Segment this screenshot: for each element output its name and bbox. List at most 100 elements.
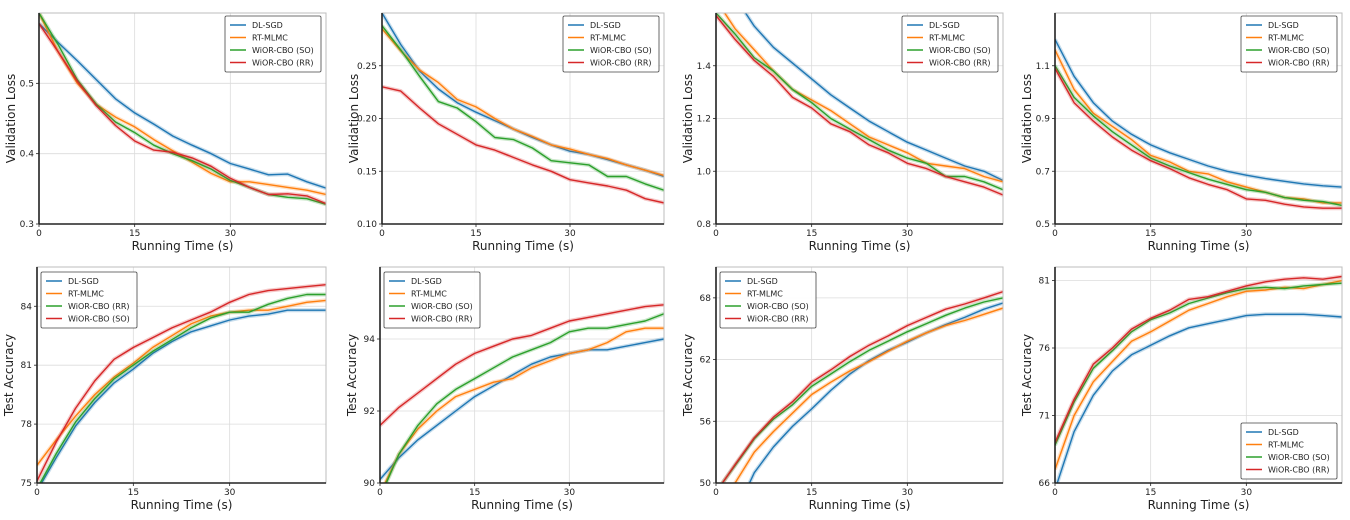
y-tick-label: 50 — [700, 479, 712, 489]
x-tick-label: 0 — [713, 488, 719, 498]
legend-label: WiOR-CBO (RR) — [747, 315, 809, 324]
legend-box — [719, 271, 817, 329]
legend-label: WiOR-CBO (RR) — [411, 315, 473, 324]
y-axis-label: Validation Loss — [681, 74, 695, 163]
x-axis-label: Running Time (s) — [472, 239, 574, 253]
subplot-1: 0 15 30 0.3 0.4 0.5 Running Time (s) Validation… — [4, 12, 327, 253]
legend: DL-SGD RT-MLMC WiOR-CBO (RR) WiOR-CBO (SO) — [40, 271, 138, 329]
y-tick-label: 92 — [364, 407, 375, 417]
y-tick-label: 94 — [364, 335, 376, 345]
legend-label: RT-MLMC — [929, 34, 965, 43]
y-tick-label: 84 — [21, 302, 33, 312]
legend-label: WiOR-CBO (SO) — [411, 302, 473, 311]
x-tick-label: 30 — [564, 229, 576, 239]
legend-label: WiOR-CBO (RR) — [929, 59, 991, 68]
x-axis-label: Running Time (s) — [1148, 239, 1250, 253]
series-band-3 — [384, 311, 664, 483]
y-tick-label: 62 — [700, 356, 711, 366]
y-tick-label: 0.4 — [20, 150, 35, 160]
x-tick-label: 15 — [129, 229, 140, 239]
legend-label: WiOR-CBO (SO) — [747, 302, 809, 311]
series-line-3 — [39, 13, 326, 205]
legend: DL-SGD RT-MLMC WiOR-CBO (SO) WiOR-CBO (RR) — [1240, 15, 1338, 73]
subplot-3: 0 15 30 0.8 1.0 1.2 1.4 Running Time (s) Validat… — [681, 12, 1004, 253]
legend-label: WiOR-CBO (SO) — [1268, 46, 1330, 55]
legend-box — [1240, 15, 1338, 73]
y-axis-label: Test Accuracy — [681, 334, 695, 417]
series-line-2 — [382, 28, 664, 177]
x-tick-label: 30 — [1241, 229, 1253, 239]
series-line-3 — [1055, 282, 1342, 446]
legend-label: DL-SGD — [411, 277, 442, 286]
legend-label: WiOR-CBO (SO) — [1268, 453, 1330, 462]
legend-box — [901, 15, 999, 73]
y-tick-label: 90 — [364, 479, 376, 489]
x-tick-label: 30 — [902, 488, 914, 498]
series-band-4 — [1055, 67, 1342, 211]
legend: DL-SGD RT-MLMC WiOR-CBO (SO) WiOR-CBO (RR) — [224, 15, 322, 73]
y-tick-label: 68 — [700, 294, 712, 304]
series-line-4 — [37, 284, 326, 482]
x-tick-label: 15 — [470, 229, 481, 239]
y-tick-label: 66 — [1039, 479, 1051, 489]
series-line-4 — [39, 23, 326, 205]
y-tick-label: 71 — [1039, 412, 1050, 422]
series-line-3 — [39, 293, 326, 483]
y-tick-label: 78 — [21, 420, 33, 430]
x-tick-label: 30 — [564, 488, 576, 498]
y-tick-label: 0.8 — [697, 220, 712, 230]
y-tick-label: 0.9 — [1036, 115, 1051, 125]
y-tick-label: 75 — [21, 479, 32, 489]
y-tick-label: 0.10 — [357, 220, 377, 230]
legend: DL-SGD RT-MLMC WiOR-CBO (SO) WiOR-CBO (RR) — [383, 271, 481, 329]
series-line-3 — [721, 297, 1003, 483]
series-line-3 — [716, 13, 1003, 191]
x-tick-label: 30 — [224, 488, 236, 498]
legend-label: DL-SGD — [1268, 21, 1299, 30]
series-band-1 — [380, 337, 664, 481]
x-tick-label: 15 — [806, 488, 817, 498]
y-tick-label: 76 — [1039, 344, 1051, 354]
x-tick-label: 30 — [1241, 488, 1253, 498]
legend-label: WiOR-CBO (SO) — [68, 315, 130, 324]
legend-label: RT-MLMC — [1268, 34, 1304, 43]
legend-label: DL-SGD — [747, 277, 778, 286]
y-tick-label: 1.1 — [1036, 62, 1050, 72]
series-line-4 — [1055, 68, 1342, 209]
y-axis-label: Validation Loss — [1020, 74, 1034, 163]
series-line-1 — [40, 309, 326, 483]
series-line-1 — [1056, 313, 1342, 483]
series-line-1 — [39, 23, 326, 189]
legend-label: WiOR-CBO (SO) — [252, 46, 314, 55]
legend-box — [40, 271, 138, 329]
x-tick-label: 15 — [1145, 229, 1156, 239]
x-tick-label: 0 — [713, 229, 719, 239]
legend-label: RT-MLMC — [1268, 441, 1304, 450]
legend-label: WiOR-CBO (RR) — [1268, 466, 1330, 475]
subplot-5: 0 15 30 75 78 81 84 Running Time (s) Test Accura… — [2, 266, 327, 512]
legend-label: DL-SGD — [68, 277, 99, 286]
series-line-2 — [37, 299, 326, 466]
legend-label: WiOR-CBO (RR) — [252, 59, 314, 68]
series-line-4 — [1055, 275, 1342, 443]
series-line-2 — [723, 13, 1003, 183]
y-axis-label: Test Accuracy — [2, 334, 16, 417]
y-tick-label: 0.7 — [1036, 167, 1050, 177]
subplot-2: 0 15 30 0.10 0.15 0.20 0.25 Running Time (s) Val… — [347, 12, 665, 253]
subplot-7: 0 15 30 50 56 62 68 Running Time (s) Test Accura… — [681, 266, 1004, 512]
x-axis-label: Running Time (s) — [471, 498, 573, 512]
series-line-4 — [721, 291, 1003, 483]
series-line-1 — [744, 13, 1003, 182]
legend-label: RT-MLMC — [252, 34, 288, 43]
series-line-2 — [384, 327, 664, 483]
legend-label: WiOR-CBO (SO) — [929, 46, 991, 55]
legend: DL-SGD RT-MLMC WiOR-CBO (SO) WiOR-CBO (RR) — [719, 271, 817, 329]
series-line-1 — [1055, 39, 1342, 188]
subplot-8: 0 15 30 66 71 76 81 Running Time (s) Test Accura… — [1020, 266, 1343, 512]
x-tick-label: 0 — [34, 488, 40, 498]
x-tick-label: 30 — [225, 229, 237, 239]
y-tick-label: 81 — [21, 361, 32, 371]
x-tick-label: 30 — [902, 229, 914, 239]
legend-label: WiOR-CBO (SO) — [590, 46, 652, 55]
legend-box — [383, 271, 481, 329]
